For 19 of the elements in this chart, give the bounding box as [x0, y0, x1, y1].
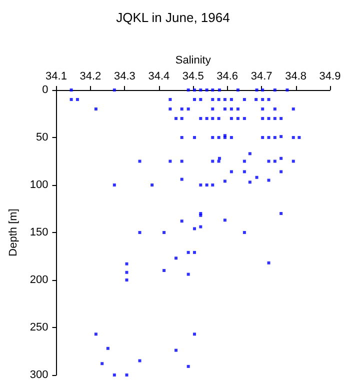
y-tick-label: 250: [30, 322, 48, 334]
y-tick-label: 0: [42, 84, 48, 96]
y-axis-title: Depth [m]: [8, 208, 20, 256]
y-tick-label: 50: [36, 132, 48, 144]
x-tick-label: 34.2: [80, 70, 102, 82]
x-tick-label: 34.1: [46, 70, 67, 82]
x-tick-label: 34.6: [216, 70, 238, 82]
chart-title: JQKL in June, 1964: [116, 10, 230, 25]
x-axis-title: Salinity: [175, 54, 212, 67]
y-tick-label: 200: [30, 274, 48, 286]
y-tick-label: 150: [30, 226, 48, 238]
x-tick-label: 34.3: [114, 70, 136, 82]
y-tick-label: 100: [30, 179, 48, 191]
x-tick-label: 34.5: [182, 70, 204, 82]
y-tick-label: 300: [30, 369, 48, 381]
x-tick-label: 34.8: [285, 70, 306, 82]
x-tick-label: 34.4: [148, 70, 170, 82]
x-tick-label: 34.7: [250, 70, 272, 82]
x-tick-label: 34.9: [319, 70, 341, 82]
